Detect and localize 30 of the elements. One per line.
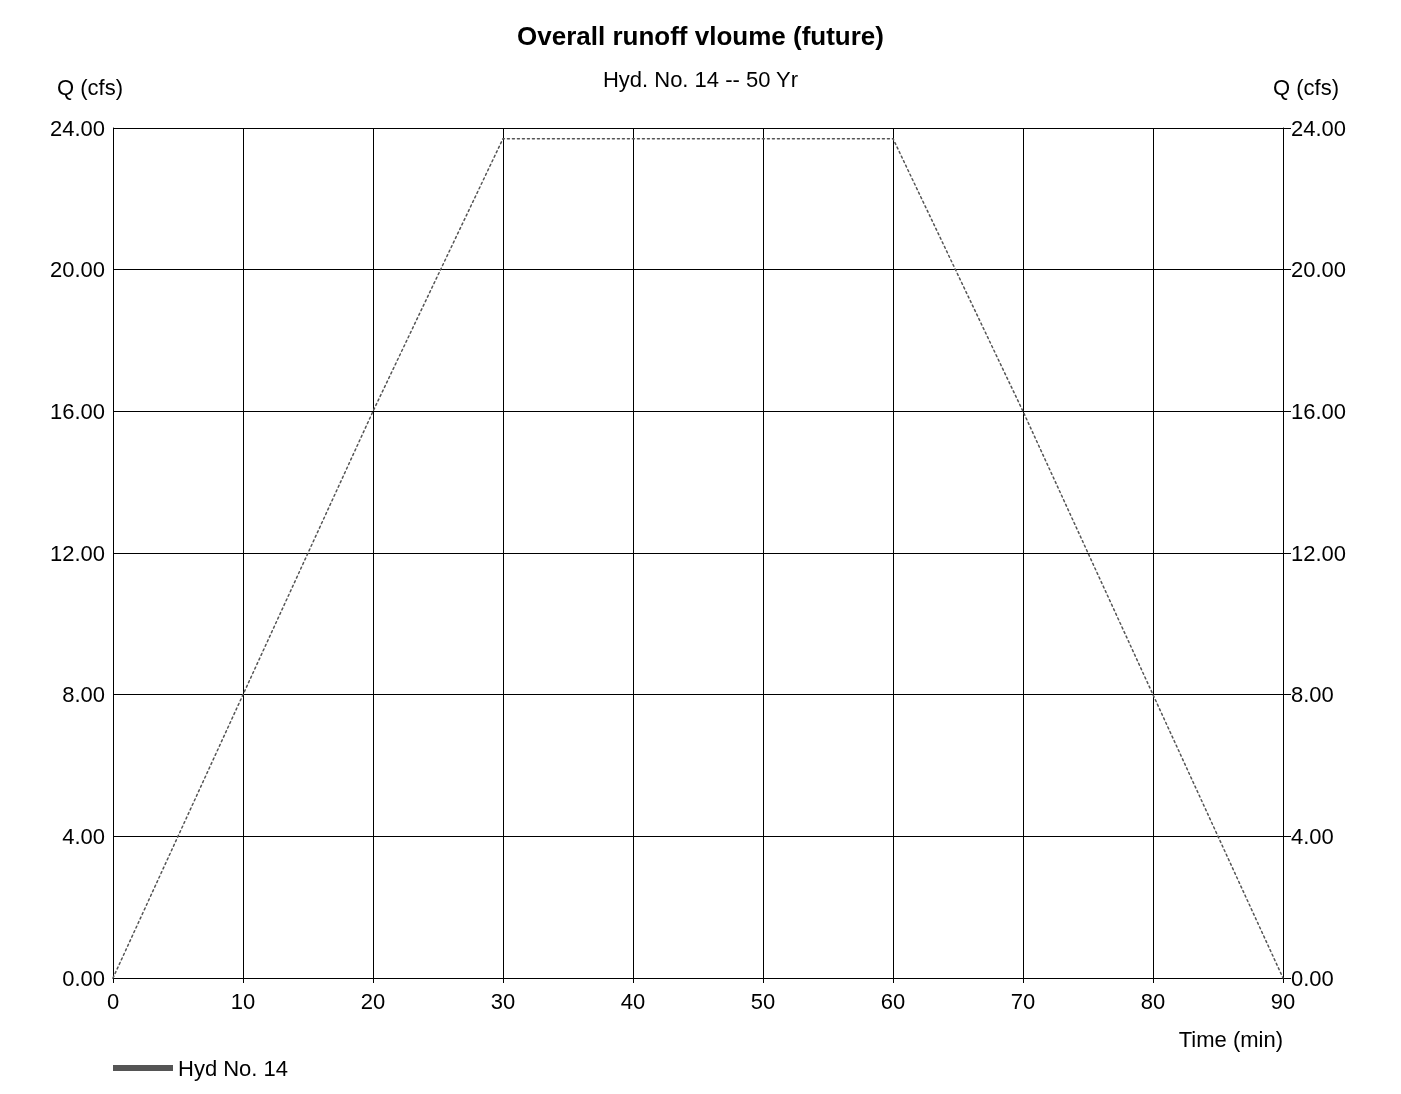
- chart-subtitle: Hyd. No. 14 -- 50 Yr: [602, 66, 799, 92]
- legend-label: Hyd No. 14: [178, 1055, 289, 1081]
- x-tick-label: 80: [1140, 988, 1166, 1014]
- chart-title: Overall runoff vloume (future): [517, 21, 884, 51]
- y-tick-label: 12.00: [49, 540, 105, 566]
- y-tick-label: 0.00: [62, 965, 105, 991]
- y2-tick-label: 8.00: [1291, 682, 1334, 708]
- x-tick-label: 60: [880, 988, 906, 1014]
- x-tick-label: 20: [360, 988, 386, 1014]
- y-tick-label: 20.00: [49, 257, 105, 283]
- y-tick-label: 4.00: [62, 823, 105, 849]
- x-tick-label: 90: [1270, 988, 1296, 1014]
- y2-tick-label: 16.00: [1291, 398, 1347, 424]
- x-tick-label: 10: [230, 988, 256, 1014]
- y-tick-label: 8.00: [62, 682, 105, 708]
- x-axis-title: Time (min): [1178, 1026, 1283, 1052]
- y2-tick-label: 20.00: [1291, 257, 1347, 283]
- x-tick-label: 40: [620, 988, 646, 1014]
- x-tick-label: 0: [106, 988, 120, 1014]
- x-tick-label: 70: [1010, 988, 1036, 1014]
- x-tick-label: 30: [490, 988, 516, 1014]
- y-tick-label: 24.00: [49, 115, 105, 141]
- y2-axis-title: Q (cfs): [1273, 74, 1339, 100]
- y2-tick-label: 4.00: [1291, 823, 1334, 849]
- y-tick-label: 16.00: [49, 398, 105, 424]
- y2-tick-label: 24.00: [1291, 115, 1347, 141]
- y2-tick-label: 12.00: [1291, 540, 1347, 566]
- y2-tick-label: 0.00: [1291, 965, 1334, 991]
- y-axis-title: Q (cfs): [57, 74, 123, 100]
- x-tick-label: 50: [750, 988, 776, 1014]
